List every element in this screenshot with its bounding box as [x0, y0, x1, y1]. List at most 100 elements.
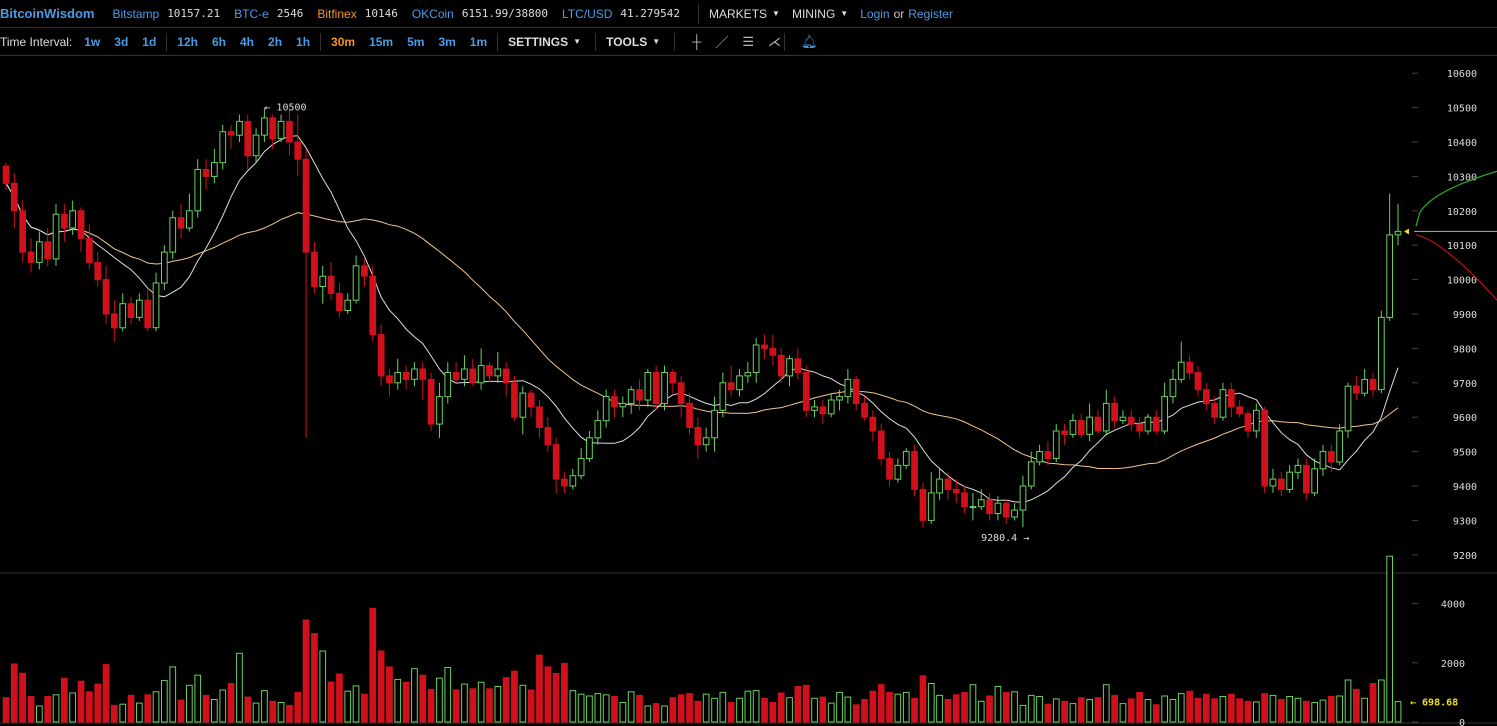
alert-bell-icon[interactable]: 🔔︎ [801, 33, 818, 49]
exchange-ticker[interactable]: BTC-e 2546 [234, 7, 303, 21]
interval-4h[interactable]: 4h [240, 34, 255, 49]
volume-bar [852, 704, 860, 723]
chart-toolbar: Time Interval: 1w 3d 1d 12h 6h 4h 2h 1h 30m 15m 5m… [0, 28, 1497, 56]
candle-body [1294, 464, 1302, 473]
volume-bar [711, 697, 718, 723]
interval-1h[interactable]: 1h [296, 34, 311, 49]
exchange-ticker[interactable]: Bitfinex 10146 [317, 7, 397, 21]
candle-body [652, 372, 660, 404]
interval-1m[interactable]: 1m [469, 34, 488, 49]
candlestick-chart[interactable]: 9200 9300 9400 9500 9600 9700 9800 9900 10000 101… [0, 56, 1497, 726]
volume-bar [536, 654, 543, 723]
exchange-ticker[interactable]: OKCoin 6151.99/38800 [412, 7, 548, 21]
brand-logo[interactable]: BitcoinWisdom [0, 6, 95, 21]
fibonacci-fan-icon[interactable]: ⋌ [768, 33, 782, 49]
volume-bar [1152, 704, 1160, 723]
volume-bar [311, 633, 318, 723]
candle-body [27, 251, 35, 263]
interval-2h[interactable]: 2h [268, 34, 283, 49]
candle-body [552, 444, 560, 480]
settings-menu[interactable]: SETTINGS ▼ [508, 35, 581, 49]
candle-body [119, 303, 127, 329]
volume-bar [694, 700, 702, 723]
volume-bar [669, 697, 677, 723]
candle-body [986, 499, 993, 515]
volume-bar [777, 692, 785, 723]
volume-bar [1336, 695, 1344, 723]
volume-bar [36, 705, 43, 723]
candle-body [819, 406, 827, 415]
register-link[interactable]: Register [908, 6, 953, 21]
candle-body [611, 396, 618, 408]
interval-3d[interactable]: 3d [114, 34, 129, 49]
volume-bar [319, 650, 327, 723]
interval-1w[interactable]: 1w [84, 34, 101, 49]
volume-bar [186, 684, 193, 723]
interval-3m[interactable]: 3m [438, 34, 456, 49]
crosshair-icon[interactable]: ┼ [692, 34, 702, 49]
volume-bar [811, 697, 818, 723]
candle-body [411, 368, 418, 380]
candle-body [1052, 430, 1060, 459]
volume-bar [1219, 696, 1227, 723]
volume-bar [936, 694, 943, 723]
volume-bar [686, 693, 693, 723]
candle-body [486, 365, 493, 377]
candle-body [419, 368, 427, 380]
candle-body [211, 162, 218, 177]
caret-down-icon: ▼ [573, 37, 582, 46]
volume-bar [269, 700, 277, 723]
volume-bar [261, 690, 268, 723]
volume-bar [1311, 702, 1319, 723]
volume-bar [844, 696, 852, 723]
candle-body [402, 372, 410, 380]
candle-body [244, 120, 252, 157]
candle-body [127, 303, 135, 318]
candle-body [677, 382, 685, 404]
candle-body [1011, 509, 1018, 518]
login-link[interactable]: Login [860, 6, 890, 21]
candle-body [919, 488, 927, 521]
volume-bar [1211, 698, 1219, 723]
interval-6h[interactable]: 6h [211, 34, 226, 49]
trend-line-icon[interactable]: ／ [715, 35, 729, 50]
volume-bar [1169, 699, 1177, 723]
interval-12h[interactable]: 12h [177, 34, 198, 49]
volume-bar [102, 664, 110, 723]
candle-body [1161, 396, 1169, 432]
price-tick-label: 10000 [1447, 276, 1477, 287]
price-tick-label: 10600 [1447, 69, 1477, 80]
caret-down-icon: ▼ [772, 9, 780, 18]
volume-bar [886, 691, 893, 723]
volume-bar [1228, 693, 1235, 723]
candle-body [561, 478, 568, 487]
volume-bar [744, 690, 752, 723]
candle-body [1211, 402, 1219, 418]
tools-menu[interactable]: TOOLS ▼ [606, 35, 660, 49]
divider [497, 32, 499, 51]
volume-bar [486, 688, 493, 723]
candle-body [1253, 409, 1260, 432]
or-text: or [893, 6, 905, 21]
volume-bar [294, 691, 302, 723]
candle-body [794, 358, 802, 374]
interval-5m[interactable]: 5m [407, 34, 425, 49]
depth-bid-curve [1415, 170, 1497, 227]
volume-bar [677, 694, 685, 723]
volume-bar [902, 691, 910, 723]
interval-30m[interactable]: 30m [331, 34, 356, 49]
volume-bar [952, 694, 960, 723]
candle-body [1077, 420, 1085, 435]
interval-15m[interactable]: 15m [369, 34, 394, 49]
candle-body [344, 299, 352, 311]
markets-menu[interactable]: MARKETS ▼ [709, 7, 780, 21]
candle-body [769, 347, 777, 356]
horizontal-lines-icon[interactable]: ☰ [742, 33, 755, 49]
exchange-ticker[interactable]: Bitstamp 10157.21 [113, 7, 221, 21]
candle-body [1228, 389, 1235, 408]
candle-body [152, 282, 160, 329]
exchange-ticker[interactable]: LTC/USD 41.279542 [562, 7, 680, 21]
interval-1d[interactable]: 1d [142, 34, 157, 49]
mining-menu[interactable]: MINING ▼ [792, 7, 848, 21]
volume-bar [611, 696, 618, 723]
